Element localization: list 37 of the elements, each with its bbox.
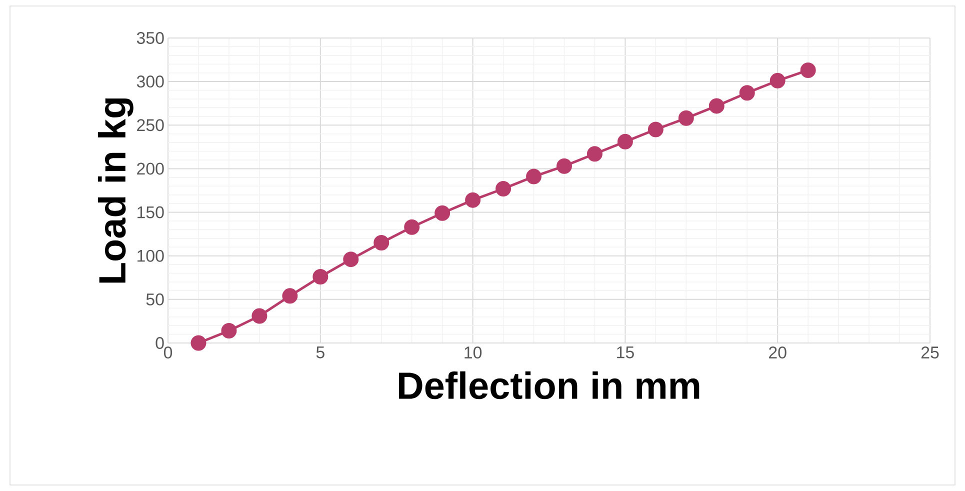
x-tick-label: 5 [316, 346, 324, 358]
point [770, 72, 786, 88]
x-axis-title: Deflection in mm [399, 371, 700, 400]
y-tick-label: 250 [137, 119, 164, 132]
y-axis-title: Load in kg [98, 98, 134, 283]
point [312, 269, 328, 285]
y-tick-label: 0 [156, 336, 164, 349]
x-tick-label: 15 [617, 346, 634, 358]
y-tick-label: 300 [136, 76, 164, 88]
point [708, 98, 724, 114]
point [496, 180, 512, 196]
y-tick-label: 50 [146, 293, 164, 306]
point [190, 335, 206, 351]
y-tick-label: 100 [138, 250, 164, 262]
point [465, 192, 481, 208]
point [800, 62, 816, 78]
point [678, 110, 694, 126]
x-tick-label: 0 [164, 346, 172, 359]
x-tick-label: 25 [921, 346, 939, 359]
point [586, 146, 602, 162]
point [434, 205, 450, 221]
x-tick-label: 10 [464, 346, 482, 359]
point [739, 85, 755, 101]
y-tick-label: 350 [136, 32, 164, 44]
point [282, 288, 298, 304]
x-tick-label: 20 [769, 346, 786, 359]
point [252, 308, 268, 324]
point [648, 122, 664, 138]
point [374, 235, 390, 251]
point [526, 168, 542, 184]
point [343, 252, 359, 268]
point [556, 158, 572, 174]
point [221, 323, 237, 339]
y-tick-label: 150 [138, 206, 164, 218]
point [617, 134, 633, 150]
y-tick-label: 200 [137, 162, 164, 175]
point [404, 219, 420, 235]
